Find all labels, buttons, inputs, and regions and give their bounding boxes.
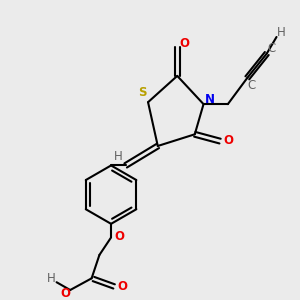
Text: H: H <box>47 272 56 285</box>
Text: C: C <box>247 79 255 92</box>
Text: O: O <box>224 134 234 147</box>
Text: N: N <box>205 93 215 106</box>
Text: O: O <box>179 37 189 50</box>
Text: S: S <box>138 86 146 99</box>
Text: H: H <box>277 26 286 39</box>
Text: H: H <box>113 150 122 163</box>
Text: C: C <box>268 42 276 55</box>
Text: O: O <box>118 280 128 292</box>
Text: O: O <box>115 230 125 243</box>
Text: O: O <box>60 287 70 300</box>
